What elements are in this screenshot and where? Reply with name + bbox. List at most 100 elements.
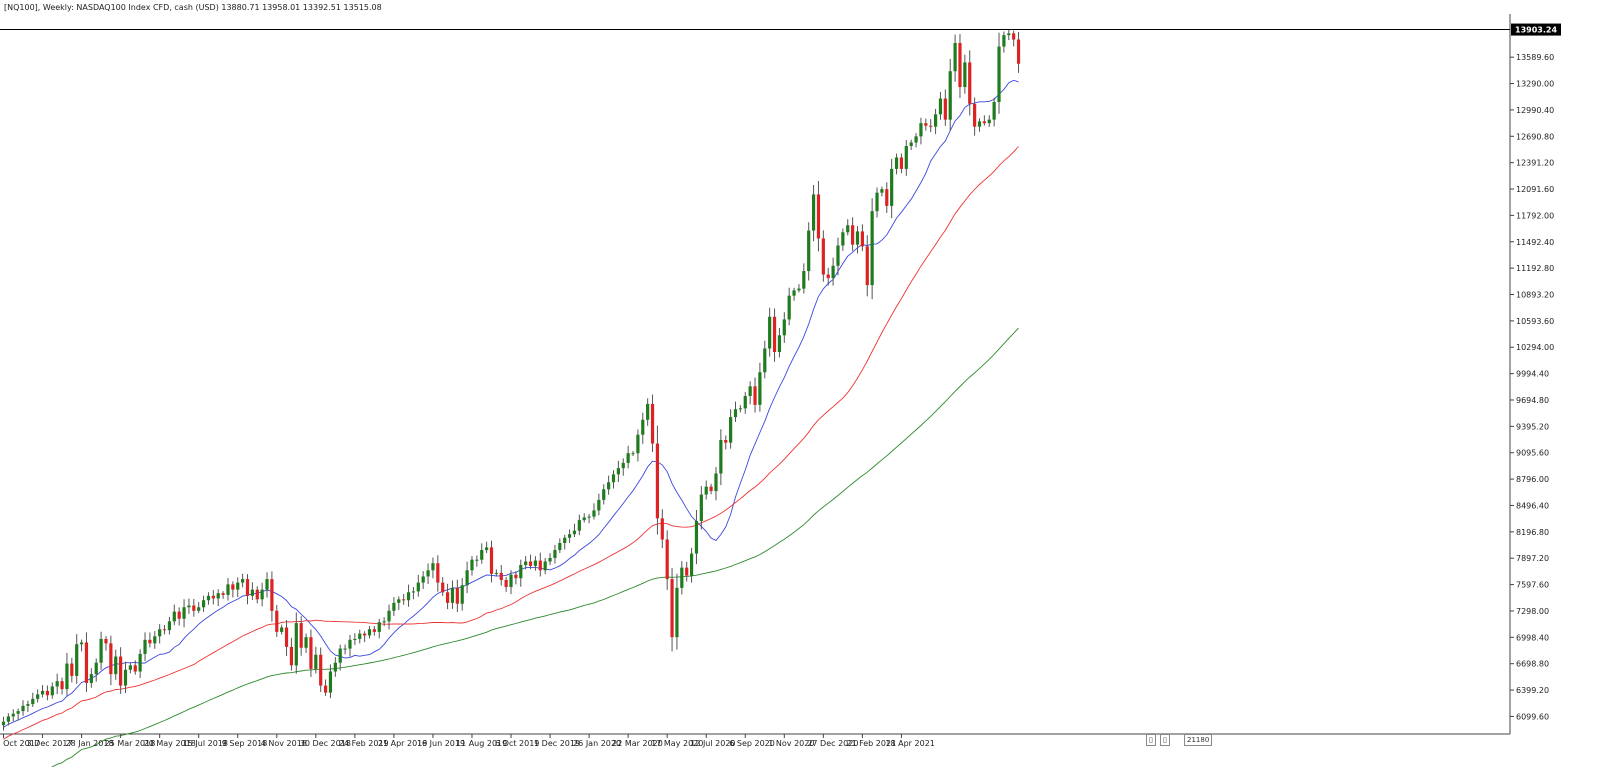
candle-body bbox=[514, 574, 518, 579]
candle-body bbox=[16, 711, 20, 714]
price-tag bbox=[1511, 23, 1561, 36]
y-tick-label: 6998.40 bbox=[1516, 633, 1549, 642]
candle-body bbox=[436, 563, 440, 583]
candle-body bbox=[797, 288, 801, 291]
y-tick-label: 9694.80 bbox=[1516, 396, 1549, 405]
candle-body bbox=[987, 119, 991, 124]
y-tick-label: 12690.80 bbox=[1516, 132, 1554, 141]
candle-body bbox=[841, 232, 845, 246]
candle-body bbox=[485, 547, 489, 551]
candle-body bbox=[572, 530, 577, 535]
candle-body bbox=[904, 146, 908, 169]
candle-body bbox=[177, 611, 181, 619]
candle-body bbox=[729, 417, 733, 443]
candle-body bbox=[1016, 39, 1021, 64]
candle-body bbox=[50, 686, 54, 696]
candle-body bbox=[79, 642, 84, 645]
x-tick-label: 21 Apr 2019 bbox=[378, 739, 427, 748]
x-tick-label: 11 Aug 2019 bbox=[456, 739, 507, 748]
x-tick-label: 6 Oct 2019 bbox=[495, 739, 539, 748]
candle-body bbox=[860, 231, 864, 247]
x-tick-label: 25 Mar 2018 bbox=[105, 739, 156, 748]
candle-body bbox=[221, 593, 225, 595]
candle-body bbox=[811, 194, 816, 231]
candle-body bbox=[255, 589, 259, 600]
candle-body bbox=[153, 636, 157, 644]
x-tick-label: 27 Dec 2020 bbox=[807, 739, 858, 748]
candle-body bbox=[245, 579, 250, 596]
scroll-position[interactable]: 21180 bbox=[1184, 734, 1213, 746]
candle-body bbox=[206, 595, 211, 601]
candle-body bbox=[382, 621, 386, 623]
x-tick-label: 9 Sep 2018 bbox=[222, 739, 268, 748]
price-tag-label: 13903.24 bbox=[1515, 26, 1557, 35]
scale-icon[interactable]: ▯ bbox=[1160, 734, 1170, 746]
y-tick-label: 12391.20 bbox=[1516, 159, 1554, 168]
candle-body bbox=[631, 453, 635, 455]
candle-body bbox=[128, 665, 132, 670]
candle-body bbox=[319, 654, 323, 686]
candle-body bbox=[724, 440, 728, 443]
candle-body bbox=[231, 584, 235, 590]
zoom-icon[interactable]: ▯ bbox=[1146, 734, 1156, 746]
y-tick-label: 10593.60 bbox=[1516, 317, 1554, 326]
candle-body bbox=[99, 638, 103, 663]
candle-body bbox=[241, 579, 245, 583]
y-tick-label: 13290.00 bbox=[1516, 80, 1554, 89]
candle-body bbox=[699, 494, 703, 521]
candle-body bbox=[543, 561, 547, 571]
candle-body bbox=[533, 560, 538, 566]
candle-body bbox=[602, 489, 606, 500]
candle-body bbox=[738, 408, 742, 410]
candle-body bbox=[89, 674, 93, 683]
candle-body bbox=[265, 579, 269, 590]
candle-body bbox=[992, 102, 996, 120]
candle-body bbox=[558, 542, 562, 551]
candle-body bbox=[172, 611, 176, 622]
candle-body bbox=[694, 520, 699, 554]
candle-body bbox=[323, 685, 328, 693]
candle-body bbox=[626, 453, 630, 463]
y-tick-label: 12990.40 bbox=[1516, 106, 1554, 115]
candle-body bbox=[772, 316, 777, 352]
candle-body bbox=[387, 610, 391, 622]
candle-body bbox=[899, 157, 904, 169]
candle-body bbox=[70, 663, 74, 676]
current-price-line: 13903.24 bbox=[0, 23, 1561, 36]
candle-body bbox=[548, 557, 552, 562]
candle-body bbox=[372, 629, 376, 632]
x-tick-label: 28 Jan 2018 bbox=[66, 739, 114, 748]
y-tick-label: 11192.80 bbox=[1516, 264, 1554, 273]
y-tick-label: 8796.00 bbox=[1516, 475, 1549, 484]
candle-body bbox=[680, 567, 684, 588]
candle-body bbox=[104, 638, 108, 644]
ma-slow-line bbox=[51, 327, 1019, 767]
x-tick-label: 21 Feb 2021 bbox=[846, 739, 896, 748]
x-tick-label: 22 Mar 2020 bbox=[612, 739, 663, 748]
candle-body bbox=[846, 225, 850, 233]
candle-body bbox=[563, 537, 567, 543]
candle-body bbox=[524, 561, 528, 566]
candle-body bbox=[807, 230, 811, 272]
candle-body bbox=[519, 565, 523, 579]
candle-body bbox=[480, 550, 484, 560]
candle-body bbox=[201, 600, 206, 608]
candle-body bbox=[894, 157, 899, 169]
candle-body bbox=[826, 274, 830, 279]
candle-body bbox=[499, 572, 503, 580]
candle-body bbox=[21, 705, 25, 712]
candle-body bbox=[963, 62, 967, 88]
candle-body bbox=[929, 125, 933, 127]
candle-body bbox=[943, 98, 947, 120]
candle-body bbox=[75, 644, 79, 676]
candle-body bbox=[914, 136, 918, 143]
candle-body bbox=[123, 669, 128, 686]
x-tick-label: 30 Dec 2018 bbox=[300, 739, 351, 748]
candle-body bbox=[1012, 33, 1016, 40]
candle-body bbox=[489, 547, 494, 574]
candle-body bbox=[704, 486, 708, 495]
candle-body bbox=[309, 637, 313, 669]
x-tick-label: 15 Jul 2018 bbox=[183, 739, 228, 748]
candle-body bbox=[592, 510, 596, 517]
